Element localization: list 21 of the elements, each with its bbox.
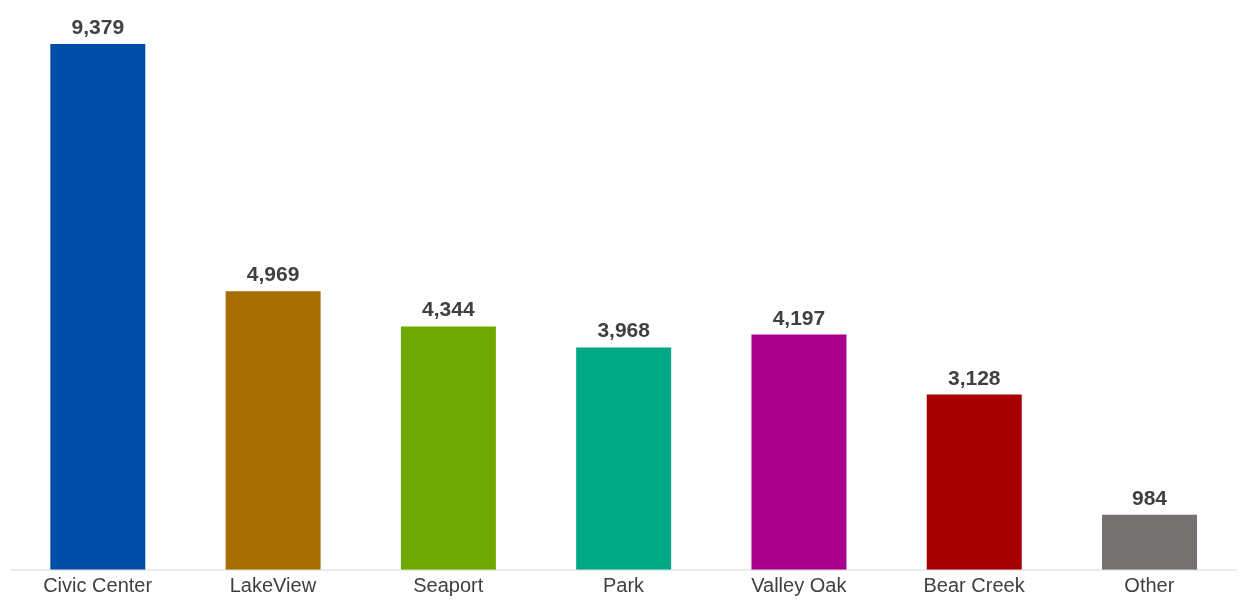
bar (926, 394, 1022, 570)
data-label: 4,969 (246, 262, 300, 286)
data-label: 3,128 (947, 365, 1001, 389)
data-label: 4,197 (772, 305, 826, 329)
data-label: 3,968 (597, 318, 651, 342)
x-tick-label: Civic Center (43, 574, 153, 597)
bar (225, 291, 321, 570)
x-tick-label: Seaport (413, 574, 484, 597)
bar (1102, 514, 1198, 570)
data-label: 4,344 (422, 297, 475, 321)
x-tick-label: Bear Creek (923, 574, 1026, 597)
bar (576, 347, 672, 570)
data-label: 984 (1132, 485, 1168, 509)
bar (400, 326, 496, 570)
bar (50, 44, 146, 570)
data-label: 9,379 (71, 15, 125, 38)
x-tick-label: LakeView (229, 574, 317, 597)
x-tick-label: Other (1124, 574, 1175, 597)
x-tick-label: Valley Oak (751, 574, 848, 597)
x-tick-label: Park (602, 574, 646, 597)
bar (751, 334, 847, 570)
